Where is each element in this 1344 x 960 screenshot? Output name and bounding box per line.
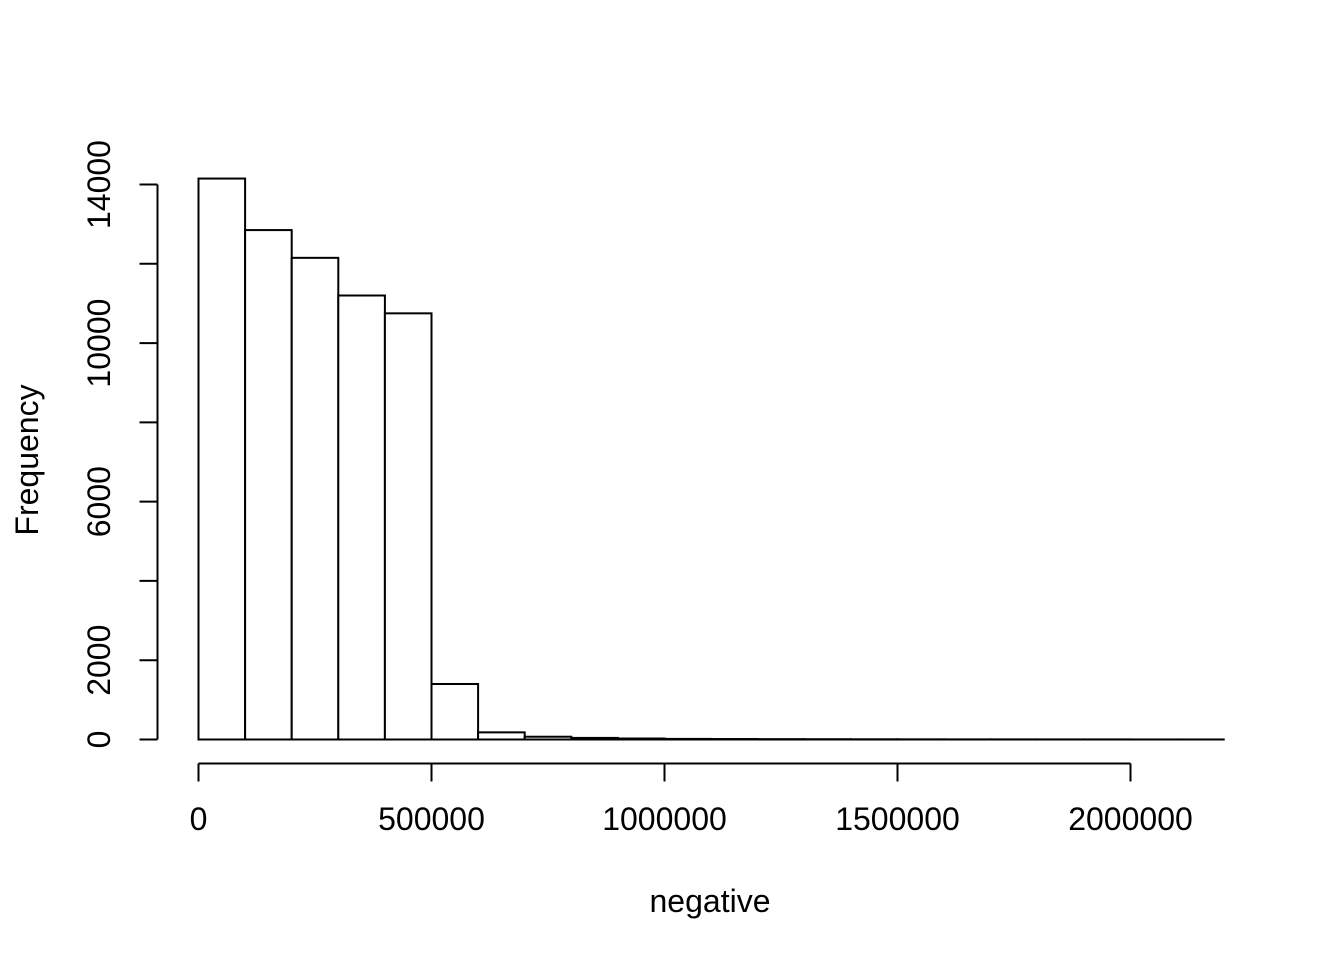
y-axis: 0 2000 6000 10000 14000 — [81, 140, 159, 749]
x-tick-label: 1000000 — [602, 801, 727, 837]
histogram-bar — [616, 737, 666, 741]
histogram-bar — [523, 735, 573, 741]
y-tick-label: 0 — [81, 731, 117, 749]
x-tick-label: 500000 — [378, 801, 485, 837]
histogram-bar — [430, 683, 480, 741]
histogram-bar — [383, 312, 433, 741]
histogram-bar — [290, 256, 340, 741]
x-axis: 0 500000 1000000 1500000 2000000 — [190, 762, 1193, 837]
y-tick-label: 2000 — [81, 625, 117, 696]
histogram-bar — [197, 177, 247, 741]
x-tick-label: 2000000 — [1068, 801, 1193, 837]
histogram-bar — [663, 737, 713, 741]
y-tick-label: 10000 — [81, 299, 117, 388]
x-axis-title: negative — [650, 883, 771, 919]
x-tick-label: 1500000 — [835, 801, 960, 837]
y-tick-label: 14000 — [81, 140, 117, 229]
y-tick-label: 6000 — [81, 466, 117, 537]
histogram-bar — [244, 229, 293, 741]
bars-group — [197, 177, 1225, 741]
histogram-bar — [477, 731, 526, 741]
histogram-bar — [337, 294, 386, 741]
y-axis-title: Frequency — [9, 384, 45, 535]
histogram-bar — [570, 736, 619, 741]
x-tick-label: 0 — [190, 801, 208, 837]
